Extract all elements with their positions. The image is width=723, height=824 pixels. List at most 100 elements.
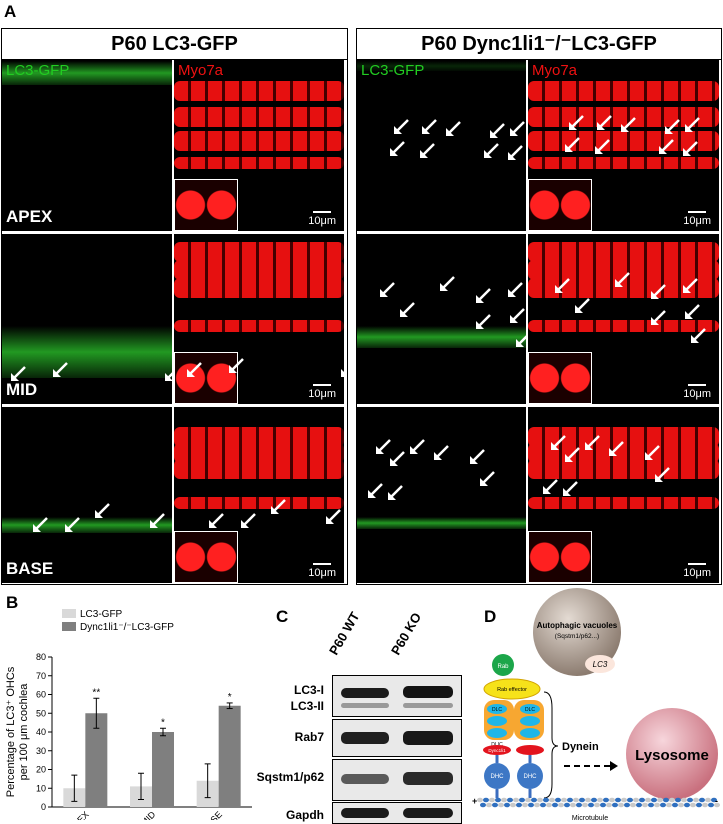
y-tick-label: 30	[36, 746, 46, 756]
tubulin-subunit	[684, 802, 690, 808]
arrow-marker	[391, 117, 411, 137]
zoom-inset	[174, 352, 238, 404]
band-lc3-wt	[341, 688, 389, 698]
arrow-marker	[648, 308, 668, 328]
zoom-inset	[528, 179, 592, 231]
tubulin-subunit	[483, 797, 489, 803]
arrow-marker	[680, 276, 700, 296]
tubulin-subunit	[651, 797, 657, 803]
y-tick-label: 60	[36, 690, 46, 700]
arrow-marker	[582, 433, 602, 453]
tubulin-subunit	[534, 802, 540, 808]
dlc-label-2: DLC	[525, 707, 535, 713]
lysosome	[626, 708, 718, 800]
scale-bar: 10μm	[308, 563, 336, 579]
arrow-marker	[92, 501, 112, 521]
blot-label-p62: Sqstm1/p62	[256, 770, 324, 784]
legend-label: Dync1li1⁻/⁻LC3-GFP	[80, 622, 174, 633]
arrow-marker	[473, 312, 493, 332]
blot-gapdh	[332, 802, 462, 824]
tubulin-subunit	[639, 797, 645, 803]
y-axis-label: Percentage of LC3⁺ OHCsper 100 μm cochle…	[5, 666, 30, 797]
dlc-stack-right	[514, 700, 544, 740]
blot-rab7	[332, 719, 462, 757]
arrow-marker	[594, 113, 614, 133]
tubulin-subunit	[567, 797, 573, 803]
arrow-marker	[419, 117, 439, 137]
band-lc3ii-ko	[403, 703, 453, 708]
tubulin-subunit	[519, 797, 525, 803]
micrograph-lc3-ko-base	[357, 407, 526, 583]
x-tick-label: BASE	[200, 809, 224, 820]
arrow-marker	[562, 135, 582, 155]
band-p62-wt	[341, 774, 389, 784]
dhc-label-right: DHC	[524, 774, 538, 780]
y-tick-label: 20	[36, 765, 46, 775]
dhc-label-left: DHC	[491, 774, 505, 780]
micrograph-lc3-wt-base: BASE	[2, 407, 172, 583]
rab-label: Rab	[497, 664, 509, 670]
tubulin-subunit	[624, 802, 630, 808]
rab-effector	[483, 678, 541, 700]
arrow-marker	[268, 497, 288, 517]
tubulin-subunit	[558, 802, 564, 808]
y-tick-label: 70	[36, 671, 46, 681]
significance-marker: **	[92, 687, 100, 698]
arrow-marker	[147, 511, 167, 531]
y-tick-label: 0	[41, 802, 46, 812]
tubulin-subunit	[597, 797, 603, 803]
lane-label-ko: P60 KO	[388, 609, 425, 658]
tubulin-subunit	[543, 797, 549, 803]
tubulin-subunit	[633, 797, 639, 803]
arrow-marker	[572, 296, 592, 316]
arrow-marker	[437, 274, 457, 294]
y-tick-label: 50	[36, 708, 46, 718]
arrow-marker	[505, 143, 525, 163]
zoom-inset	[528, 531, 592, 583]
arrow-marker	[662, 117, 682, 137]
arrow-marker	[688, 326, 708, 346]
tubulin-subunit	[570, 802, 576, 808]
micrograph-myo7a-ko-mid: 10μm	[528, 234, 719, 404]
tubulin-subunit	[477, 797, 483, 803]
band-rab7-ko	[403, 731, 453, 745]
tubulin-subunit	[678, 802, 684, 808]
arrow-marker	[477, 469, 497, 489]
arrow-marker	[652, 465, 672, 485]
dync1li1-right	[516, 745, 544, 755]
arrow-marker	[618, 115, 638, 135]
arrow-marker	[62, 515, 82, 535]
tubulin-subunit	[546, 802, 552, 808]
tubulin-subunit	[504, 802, 510, 808]
microtubule-label: Microtubule	[572, 815, 608, 822]
arrow-marker	[513, 330, 526, 350]
micrograph-myo7a-ko-apex: Myo7a 10μm	[528, 59, 719, 231]
bar	[85, 713, 108, 807]
tubulin-subunit	[582, 802, 588, 808]
dync1li1-left	[483, 745, 511, 755]
panel-d-letter: D	[484, 607, 497, 626]
tubulin-subunit	[675, 797, 681, 803]
band-lc3-ko	[403, 686, 453, 698]
panel-b-letter: B	[6, 593, 19, 612]
dlc-stack-left	[484, 700, 514, 740]
channel-label-myo7a: Myo7a	[178, 62, 224, 79]
tubulin-subunit	[645, 797, 651, 803]
arrow-marker	[606, 439, 626, 459]
micrograph-myo7a-wt-base: 10μm	[174, 407, 344, 583]
micrograph-lc3-wt-mid: MID	[2, 234, 172, 404]
channel-label-lc3-gfp: LC3-GFP	[361, 62, 425, 79]
band-gapdh-wt	[341, 808, 389, 818]
significance-marker: *	[161, 717, 165, 728]
tubulin-subunit	[498, 802, 504, 808]
lane-label-wt: P60 WT	[326, 609, 363, 658]
arrow-marker	[338, 360, 344, 380]
tubulin-subunit	[714, 802, 720, 808]
tubulin-subunit	[552, 802, 558, 808]
arrow-marker	[481, 141, 501, 161]
scale-bar: 10μm	[308, 211, 336, 227]
tubulin-subunit	[681, 797, 687, 803]
tubulin-subunit	[699, 797, 705, 803]
row-label-mid: MID	[6, 380, 38, 399]
channel-label-myo7a: Myo7a	[532, 62, 578, 79]
